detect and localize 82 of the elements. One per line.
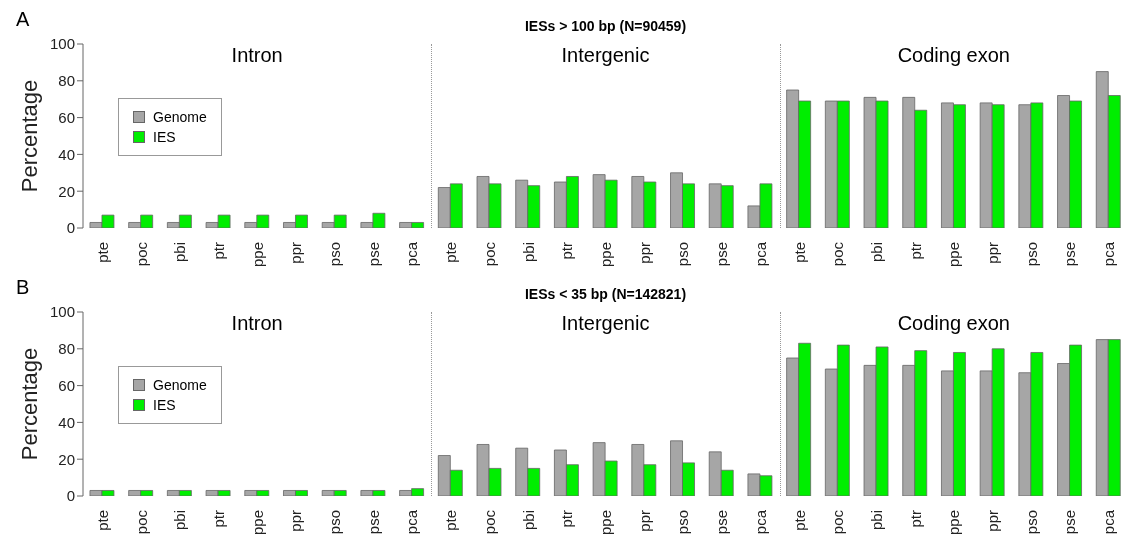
- x-tick-label: pbi: [519, 510, 537, 531]
- y-tick-label: 40: [58, 145, 75, 163]
- y-tick-label: 0: [66, 487, 75, 505]
- y-tick-label: 60: [58, 376, 75, 394]
- x-tick-label: ppr: [635, 510, 653, 532]
- x-tick-label: pso: [1022, 242, 1040, 267]
- y-tick-label: 100: [49, 303, 75, 321]
- x-tick-label: pca: [1100, 241, 1118, 267]
- y-tick-label: 80: [58, 72, 75, 90]
- x-tick-label: pse: [364, 242, 382, 267]
- x-tick-label: pte: [790, 510, 808, 531]
- x-tick-label: ppe: [597, 242, 614, 268]
- x-tick-label: ppe: [945, 242, 963, 268]
- y-axis-title: Percentage: [17, 347, 43, 461]
- x-tick-label: poc: [829, 241, 847, 267]
- x-tick-label: pca: [403, 509, 421, 535]
- x-tick-label: pca: [403, 241, 421, 267]
- y-tick-label: 0: [66, 219, 75, 237]
- x-tick-label: ppr: [984, 510, 1002, 532]
- legend-label: Genome: [153, 376, 207, 395]
- x-tick-label: pbi: [171, 242, 189, 263]
- text: B: [16, 276, 30, 299]
- annotation: Coding exon: [896, 312, 1011, 335]
- x-tick-label: pse: [1061, 242, 1079, 267]
- x-tick-label: pca: [751, 509, 769, 535]
- x-tick-label: poc: [480, 241, 498, 267]
- y-tick-label: 100: [49, 35, 75, 53]
- x-tick-label: poc: [132, 509, 150, 535]
- x-tick-label: pca: [751, 241, 769, 267]
- x-tick-label: pbi: [171, 510, 189, 531]
- x-tick-label: ppr: [287, 242, 305, 264]
- x-tick-label: ptr: [906, 510, 924, 528]
- x-tick-label: pse: [364, 510, 382, 535]
- x-tick-label: ppe: [248, 242, 266, 268]
- x-tick-label: pse: [713, 242, 731, 267]
- annotation: Coding exon: [896, 44, 1011, 67]
- x-tick-label: ppr: [287, 510, 305, 532]
- x-tick-label: pbi: [867, 242, 885, 263]
- annotation: Intron: [230, 312, 284, 335]
- chart-title: IESs < 35 bp (N=142821): [523, 286, 688, 302]
- x-tick-label: pca: [1100, 509, 1118, 535]
- x-tick-label: pso: [674, 242, 692, 267]
- legend-label: IES: [153, 396, 176, 415]
- x-tick-label: ppe: [248, 510, 266, 536]
- x-tick-label: ppe: [945, 510, 963, 536]
- annotation: Intergenic: [560, 44, 651, 67]
- x-tick-label: pso: [1022, 510, 1040, 535]
- x-tick-label: ptr: [209, 510, 227, 528]
- y-tick-label: 20: [58, 182, 75, 200]
- x-tick-label: ptr: [209, 242, 227, 260]
- x-tick-label: ppr: [984, 242, 1002, 264]
- legend-label: IES: [153, 128, 176, 147]
- x-tick-label: pbi: [519, 242, 537, 263]
- x-tick-label: pte: [442, 510, 460, 531]
- chart-title: IESs > 100 bp (N=90459): [523, 18, 688, 34]
- x-tick-label: pbi: [867, 510, 885, 531]
- x-tick-label: pse: [713, 510, 731, 535]
- x-tick-label: pte: [93, 242, 111, 263]
- x-tick-label: pte: [442, 242, 460, 263]
- x-tick-label: pse: [1061, 510, 1079, 535]
- x-tick-label: pso: [674, 510, 692, 535]
- x-tick-label: pte: [790, 242, 808, 263]
- y-tick-label: 80: [58, 340, 75, 358]
- x-tick-label: ptr: [558, 510, 576, 528]
- x-tick-label: poc: [480, 509, 498, 535]
- x-tick-label: poc: [829, 509, 847, 535]
- annotation: Intron: [230, 44, 284, 67]
- x-tick-label: poc: [132, 241, 150, 267]
- x-tick-label: ptr: [906, 242, 924, 260]
- x-tick-label: pte: [93, 510, 111, 531]
- x-tick-label: pso: [326, 510, 344, 535]
- annotation: Intergenic: [560, 312, 651, 335]
- legend-label: Genome: [153, 108, 207, 127]
- x-tick-label: ppr: [635, 242, 653, 264]
- text: A: [16, 8, 30, 31]
- y-tick-label: 60: [58, 108, 75, 126]
- x-tick-label: ptr: [558, 242, 576, 260]
- y-tick-label: 20: [58, 450, 75, 468]
- x-tick-label: ppe: [597, 510, 614, 536]
- y-tick-label: 40: [58, 413, 75, 431]
- x-tick-label: pso: [326, 242, 344, 267]
- y-axis-title: Percentage: [17, 79, 43, 193]
